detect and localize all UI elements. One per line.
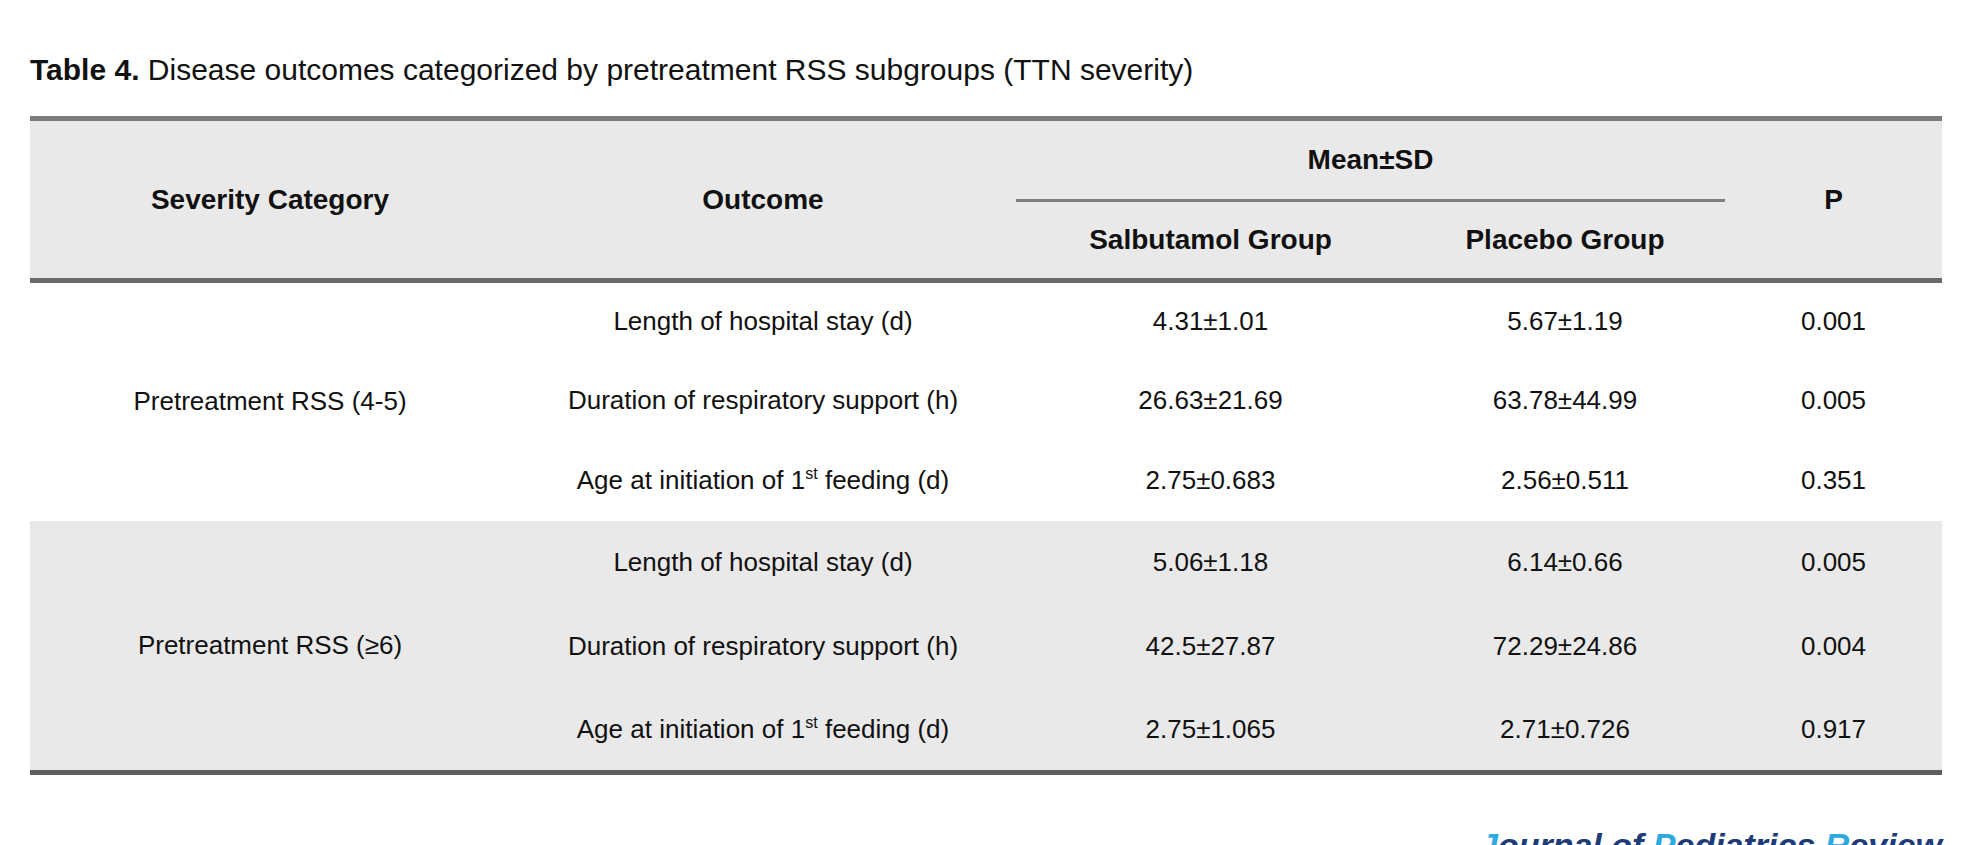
outcome-text: Age at initiation of 1 — [577, 465, 805, 495]
table-caption-number: Table 4. — [30, 53, 139, 86]
outcome-text: Length of hospital stay (d) — [613, 306, 912, 336]
journal-logo-initial-p: P — [1653, 826, 1676, 845]
outcome-superscript: st — [805, 464, 818, 482]
table-header: Severity Category Outcome Mean±SD P Salb… — [30, 119, 1942, 281]
salbutamol-value-cell: 2.75±1.065 — [1016, 689, 1405, 773]
outcome-cell: Age at initiation of 1st feeding (d) — [510, 441, 1016, 521]
outcome-superscript: st — [805, 713, 818, 731]
outcome-text: Length of hospital stay (d) — [613, 547, 912, 577]
outcome-text: Duration of respiratory support (h) — [568, 385, 958, 415]
col-header-p: P — [1725, 119, 1942, 281]
col-header-salbutamol: Salbutamol Group — [1016, 201, 1405, 281]
journal-logo-initial-j: J — [1479, 826, 1498, 845]
placebo-value-cell: 63.78±44.99 — [1405, 361, 1725, 441]
journal-logo-initial-r: R — [1825, 826, 1850, 845]
p-value-cell: 0.001 — [1725, 281, 1942, 361]
salbutamol-value-cell: 4.31±1.01 — [1016, 281, 1405, 361]
outcome-cell: Duration of respiratory support (h) — [510, 361, 1016, 441]
salbutamol-value-cell: 2.75±0.683 — [1016, 441, 1405, 521]
outcome-cell: Length of hospital stay (d) — [510, 521, 1016, 605]
col-header-severity: Severity Category — [30, 119, 510, 281]
outcome-text: Duration of respiratory support (h) — [568, 631, 958, 661]
placebo-value-cell: 2.56±0.511 — [1405, 441, 1725, 521]
table-row: Pretreatment RSS (4-5) Length of hospita… — [30, 281, 1942, 361]
outcome-cell: Age at initiation of 1st feeding (d) — [510, 689, 1016, 773]
p-value-cell: 0.004 — [1725, 605, 1942, 689]
journal-logo-text: eview — [1849, 826, 1942, 845]
col-header-outcome: Outcome — [510, 119, 1016, 281]
journal-logo-text: ournal of — [1498, 826, 1653, 845]
col-header-placebo: Placebo Group — [1405, 201, 1725, 281]
p-value-cell: 0.005 — [1725, 521, 1942, 605]
journal-logo: Journal of Pediatrics Review — [30, 782, 1942, 845]
outcomes-table: Severity Category Outcome Mean±SD P Salb… — [30, 116, 1942, 775]
col-header-mean-sd: Mean±SD — [1016, 119, 1725, 201]
outcome-text-suffix: feeding (d) — [818, 714, 950, 744]
header-row-top: Severity Category Outcome Mean±SD P — [30, 119, 1942, 201]
severity-cell-rss-ge6: Pretreatment RSS (≥6) — [30, 521, 510, 773]
table-caption: Table 4. Disease outcomes categorized by… — [30, 52, 1942, 88]
outcome-text-suffix: feeding (d) — [818, 465, 950, 495]
placebo-value-cell: 72.29±24.86 — [1405, 605, 1725, 689]
outcome-cell: Duration of respiratory support (h) — [510, 605, 1016, 689]
severity-cell-rss-4-5: Pretreatment RSS (4-5) — [30, 281, 510, 521]
salbutamol-value-cell: 26.63±21.69 — [1016, 361, 1405, 441]
outcome-text: Age at initiation of 1 — [577, 714, 805, 744]
placebo-value-cell: 5.67±1.19 — [1405, 281, 1725, 361]
p-value-cell: 0.005 — [1725, 361, 1942, 441]
paper-table-page: Table 4. Disease outcomes categorized by… — [0, 0, 1972, 845]
placebo-value-cell: 6.14±0.66 — [1405, 521, 1725, 605]
salbutamol-value-cell: 42.5±27.87 — [1016, 605, 1405, 689]
placebo-value-cell: 2.71±0.726 — [1405, 689, 1725, 773]
outcome-cell: Length of hospital stay (d) — [510, 281, 1016, 361]
table-caption-text: Disease outcomes categorized by pretreat… — [139, 53, 1193, 86]
table-body: Pretreatment RSS (4-5) Length of hospita… — [30, 281, 1942, 773]
table-row: Pretreatment RSS (≥6) Length of hospital… — [30, 521, 1942, 605]
journal-logo-text: ediatrics — [1676, 826, 1825, 845]
p-value-cell: 0.351 — [1725, 441, 1942, 521]
salbutamol-value-cell: 5.06±1.18 — [1016, 521, 1405, 605]
p-value-cell: 0.917 — [1725, 689, 1942, 773]
